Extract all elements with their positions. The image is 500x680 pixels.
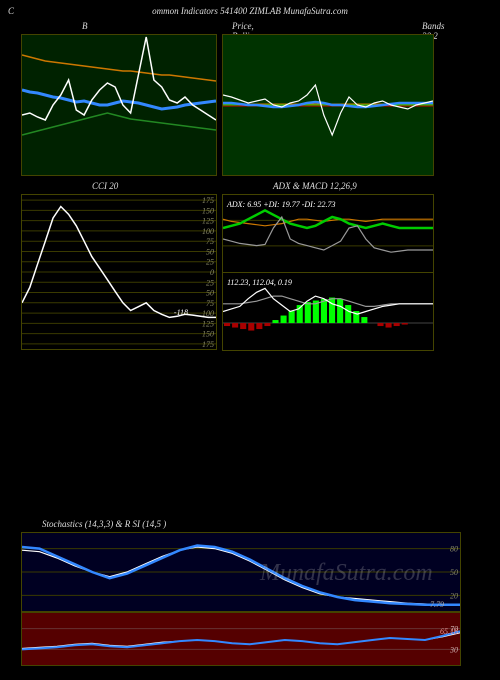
chart-rsi: 703065.18 <box>22 613 460 665</box>
svg-text:100: 100 <box>202 227 214 236</box>
svg-text:175: 175 <box>202 196 214 205</box>
chart-price-left <box>22 35 216 175</box>
svg-text:ADX: 6.95 +DI: 19.77 -DI: 22.7: ADX: 6.95 +DI: 19.77 -DI: 22.73 <box>226 200 336 209</box>
svg-text:50: 50 <box>206 289 214 298</box>
svg-text:25: 25 <box>206 258 214 267</box>
panel-cci: CCI 20 175150125100755025025507510012515… <box>21 194 217 350</box>
panel-adx-title: ADX & MACD 12,26,9 <box>273 181 357 191</box>
panel-macd: 112.23, 112.04, 0.19 <box>222 272 434 351</box>
svg-text:20: 20 <box>450 591 458 600</box>
panel-price-right <box>222 34 434 176</box>
panel-cci-title: CCI 20 <box>92 181 118 191</box>
header-left-char: C <box>8 6 14 16</box>
svg-text:50: 50 <box>206 247 214 256</box>
svg-text:80: 80 <box>450 545 458 554</box>
page-header: C ommon Indicators 541400 ZIMLAB MunafaS… <box>0 6 500 16</box>
svg-text:125: 125 <box>202 217 214 226</box>
svg-text:150: 150 <box>202 330 214 339</box>
svg-text:75: 75 <box>206 299 214 308</box>
svg-text:7.79: 7.79 <box>430 600 444 609</box>
svg-text:65.18: 65.18 <box>440 627 458 636</box>
panel-b-title: B <box>82 21 88 31</box>
svg-text:30: 30 <box>449 645 458 654</box>
panel-stochastics: Stochastics (14,3,3) & R SI (14,5 ) 8050… <box>21 532 461 612</box>
panel-rsi: 703065.18 <box>21 612 461 666</box>
svg-text:25: 25 <box>206 278 214 287</box>
svg-text:75: 75 <box>206 237 214 246</box>
svg-text:-118: -118 <box>174 308 188 317</box>
chart-stochastics: 80 50 20 7.79 <box>22 533 460 611</box>
chart-price-right <box>223 35 433 175</box>
chart-cci: 1751501251007550250255075100125150175-11… <box>22 195 216 349</box>
svg-text:0: 0 <box>210 268 214 277</box>
svg-text:50: 50 <box>450 568 458 577</box>
panel-price-left: B Price, Bollinger, MA Bands 20,2 <box>21 34 217 176</box>
svg-text:175: 175 <box>202 340 214 349</box>
header-center: ommon Indicators 541400 ZIMLAB MunafaSut… <box>152 6 348 16</box>
svg-text:125: 125 <box>202 319 214 328</box>
svg-text:150: 150 <box>202 206 214 215</box>
svg-text:112.23, 112.04, 0.19: 112.23, 112.04, 0.19 <box>227 278 292 287</box>
panel-adx: ADX & MACD 12,26,9 ADX: 6.95 +DI: 19.77 … <box>222 194 434 273</box>
chart-macd: 112.23, 112.04, 0.19 <box>223 273 433 350</box>
chart-adx: ADX: 6.95 +DI: 19.77 -DI: 22.73 <box>223 195 433 272</box>
panel-stoch-title: Stochastics (14,3,3) & R SI (14,5 ) <box>42 519 166 529</box>
